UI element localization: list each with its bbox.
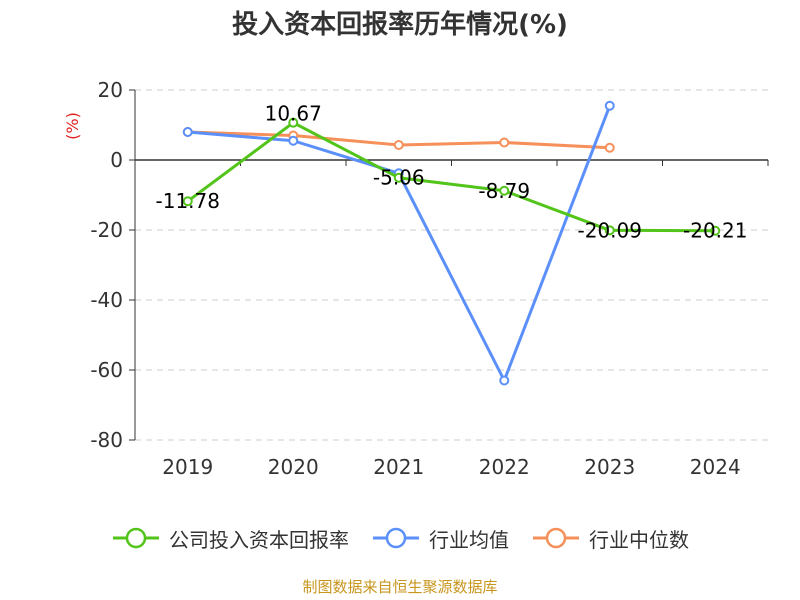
data-label: -20.09: [578, 218, 642, 242]
y-unit-label: (%): [63, 112, 82, 140]
legend-item-2[interactable]: 行业中位数: [531, 524, 689, 553]
data-point: [499, 185, 510, 196]
y-tick-label: -40: [90, 288, 123, 312]
legend-swatch-icon: [113, 527, 159, 549]
x-tick-label: 2021: [373, 455, 424, 479]
series-line-0: [186, 121, 716, 233]
x-tick-label: 2019: [162, 455, 213, 479]
y-tick-label: 0: [110, 148, 123, 172]
data-point: [393, 172, 404, 183]
x-tick-label: 2023: [584, 455, 635, 479]
data-label: 10.67: [265, 102, 322, 126]
data-point: [604, 100, 615, 111]
legend-label: 行业中位数: [589, 527, 689, 552]
x-tick-label: 2022: [479, 455, 530, 479]
label-layer: -11.78 10.67 -5.06 -8.79 -20.09 -20.21: [156, 102, 748, 243]
data-point: [288, 117, 299, 128]
legend-label: 行业均值: [429, 527, 509, 552]
data-label: -11.78: [156, 189, 220, 213]
axis-layer: 20 0 -20 -40 -60 -80 2019 2020 2021 2022 2023 2024: [90, 78, 769, 479]
legend-swatch-icon: [533, 527, 579, 549]
data-point: [182, 127, 193, 137]
data-point: [604, 225, 615, 236]
data-point: [393, 139, 404, 150]
data-label: -20.21: [683, 219, 747, 243]
data-point: [182, 196, 193, 207]
legend-item-1[interactable]: 行业均值: [371, 524, 509, 553]
x-tick-label: 2024: [690, 455, 741, 479]
data-point: [604, 142, 615, 153]
legend: 公司投入资本回报率 行业均值 行业中位数: [0, 518, 800, 558]
y-tick-label: 20: [98, 78, 123, 102]
legend-item-0[interactable]: 公司投入资本回报率: [111, 524, 349, 553]
x-tick-label: 2020: [268, 455, 319, 479]
legend-swatch-icon: [373, 527, 419, 549]
data-point: [499, 137, 510, 148]
data-label: -8.79: [478, 179, 530, 203]
series-layer: [182, 100, 721, 386]
y-tick-label: -80: [90, 428, 123, 452]
source-note: 制图数据来自恒生聚源数据库: [302, 578, 498, 596]
y-tick-label: -20: [90, 218, 123, 242]
data-label: -5.06: [373, 166, 425, 190]
data-point: [288, 135, 299, 146]
data-point: [499, 375, 510, 386]
legend-label: 公司投入资本回报率: [169, 527, 349, 552]
data-point: [710, 225, 721, 236]
chart-title: 投入资本回报率历年情况(%): [232, 10, 568, 40]
y-tick-label: -60: [90, 358, 123, 382]
